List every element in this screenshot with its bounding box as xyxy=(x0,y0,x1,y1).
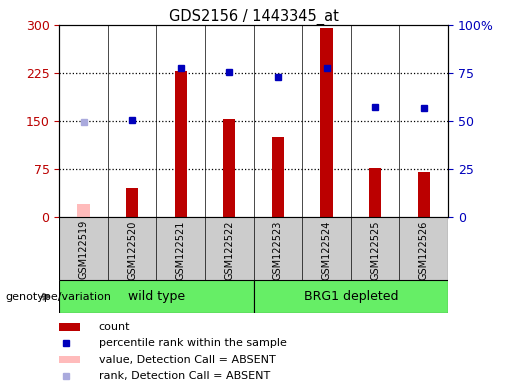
Bar xyxy=(320,28,333,217)
Text: GSM122524: GSM122524 xyxy=(321,220,332,280)
Bar xyxy=(175,71,187,217)
Text: BRG1 depleted: BRG1 depleted xyxy=(304,290,398,303)
Text: rank, Detection Call = ABSENT: rank, Detection Call = ABSENT xyxy=(99,371,270,381)
Text: GSM122521: GSM122521 xyxy=(176,220,186,280)
Text: GSM122526: GSM122526 xyxy=(419,220,429,280)
Bar xyxy=(59,280,253,313)
Bar xyxy=(59,356,80,363)
Text: genotype/variation: genotype/variation xyxy=(5,291,111,302)
Bar xyxy=(126,188,138,217)
Bar xyxy=(59,323,80,331)
Text: GSM122525: GSM122525 xyxy=(370,220,380,280)
Bar xyxy=(77,204,90,217)
Title: GDS2156 / 1443345_at: GDS2156 / 1443345_at xyxy=(169,9,338,25)
Text: value, Detection Call = ABSENT: value, Detection Call = ABSENT xyxy=(99,354,276,364)
Text: GSM122520: GSM122520 xyxy=(127,220,137,280)
Text: count: count xyxy=(99,322,130,332)
Bar xyxy=(224,119,235,217)
Bar xyxy=(369,168,381,217)
Text: percentile rank within the sample: percentile rank within the sample xyxy=(99,338,286,348)
Bar xyxy=(253,280,448,313)
Text: GSM122519: GSM122519 xyxy=(78,220,89,280)
Bar xyxy=(418,172,430,217)
Text: GSM122523: GSM122523 xyxy=(273,220,283,280)
Text: wild type: wild type xyxy=(128,290,185,303)
Bar xyxy=(272,137,284,217)
Text: GSM122522: GSM122522 xyxy=(225,220,234,280)
